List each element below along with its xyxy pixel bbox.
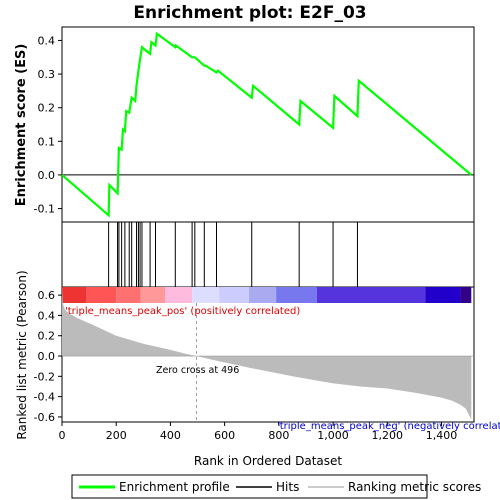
- colorbar-segment: [192, 287, 220, 303]
- colorbar-segment: [86, 287, 117, 303]
- x-tick-label: 400: [160, 429, 181, 442]
- colorbar-segment: [62, 287, 87, 303]
- ranked-metric-area: [62, 287, 472, 419]
- axes-layer: -0.1 0.0 0.1 0.2 0.3 0.4 -0.6 -0.4 -0.2 0.0 0.2 0.4…: [34, 34, 458, 442]
- colorbar-segment: [116, 287, 141, 303]
- metric-y-tick-label: 0.2: [38, 330, 56, 343]
- x-tick-label: 0: [59, 429, 66, 442]
- es-y-axis-label: Enrichment score (ES): [14, 44, 29, 207]
- x-axis-label: Rank in Ordered Dataset: [194, 454, 342, 468]
- hits-layer: [108, 222, 358, 287]
- metric-y-tick-label: -0.6: [34, 411, 55, 424]
- colorbar-segment: [460, 287, 472, 303]
- colorbar-segment: [276, 287, 317, 303]
- metric-y-tick-label: 0.4: [38, 309, 56, 322]
- x-tick-label: 200: [106, 429, 127, 442]
- enrichment-profile-line: [61, 31, 473, 218]
- es-y-tick-label: 0.0: [38, 169, 56, 182]
- x-tick-label: 1,200: [372, 429, 404, 442]
- colorbar: [62, 287, 472, 303]
- x-tick-label: 1,400: [426, 429, 458, 442]
- legend-metric-label: Ranking metric scores: [348, 480, 481, 494]
- metric-y-tick-label: -0.4: [34, 391, 55, 404]
- colorbar-segment: [165, 287, 193, 303]
- es-y-tick-label: 0.4: [38, 34, 56, 47]
- negative-label: 'triple_means_peak_neg' (negatively corr…: [277, 421, 500, 432]
- zero-cross-label: Zero cross at 496: [156, 365, 239, 376]
- es-y-tick-label: 0.3: [38, 68, 56, 81]
- colorbar-segment: [249, 287, 277, 303]
- metric-y-tick-label: 0.6: [38, 289, 56, 302]
- legend-hits-label: Hits: [276, 480, 299, 494]
- colorbar-segment: [425, 287, 461, 303]
- es-y-tick-label: 0.1: [38, 135, 56, 148]
- metric-y-tick-label: 0.0: [38, 350, 56, 363]
- es-layer: [61, 31, 474, 218]
- metric-y-tick-label: -0.2: [34, 370, 55, 383]
- x-tick-label: 800: [268, 429, 289, 442]
- metric-layer: [62, 287, 474, 422]
- colorbar-segment: [140, 287, 165, 303]
- es-y-tick-label: 0.2: [38, 102, 56, 115]
- hits-panel: [61, 221, 475, 288]
- x-tick-label: 1,000: [317, 429, 349, 442]
- es-y-tick-label: -0.1: [34, 203, 55, 216]
- x-tick-label: 600: [214, 429, 235, 442]
- legend-enrichment-label: Enrichment profile: [119, 480, 230, 494]
- positive-label: 'triple_means_peak_pos' (positively corr…: [65, 306, 300, 317]
- colorbar-segment: [316, 287, 426, 303]
- metric-y-axis-label: Ranked list metric (Pearson): [15, 270, 29, 439]
- es-panel: [61, 26, 475, 223]
- colorbar-segment: [219, 287, 250, 303]
- chart-title: Enrichment plot: E2F_03: [133, 3, 366, 23]
